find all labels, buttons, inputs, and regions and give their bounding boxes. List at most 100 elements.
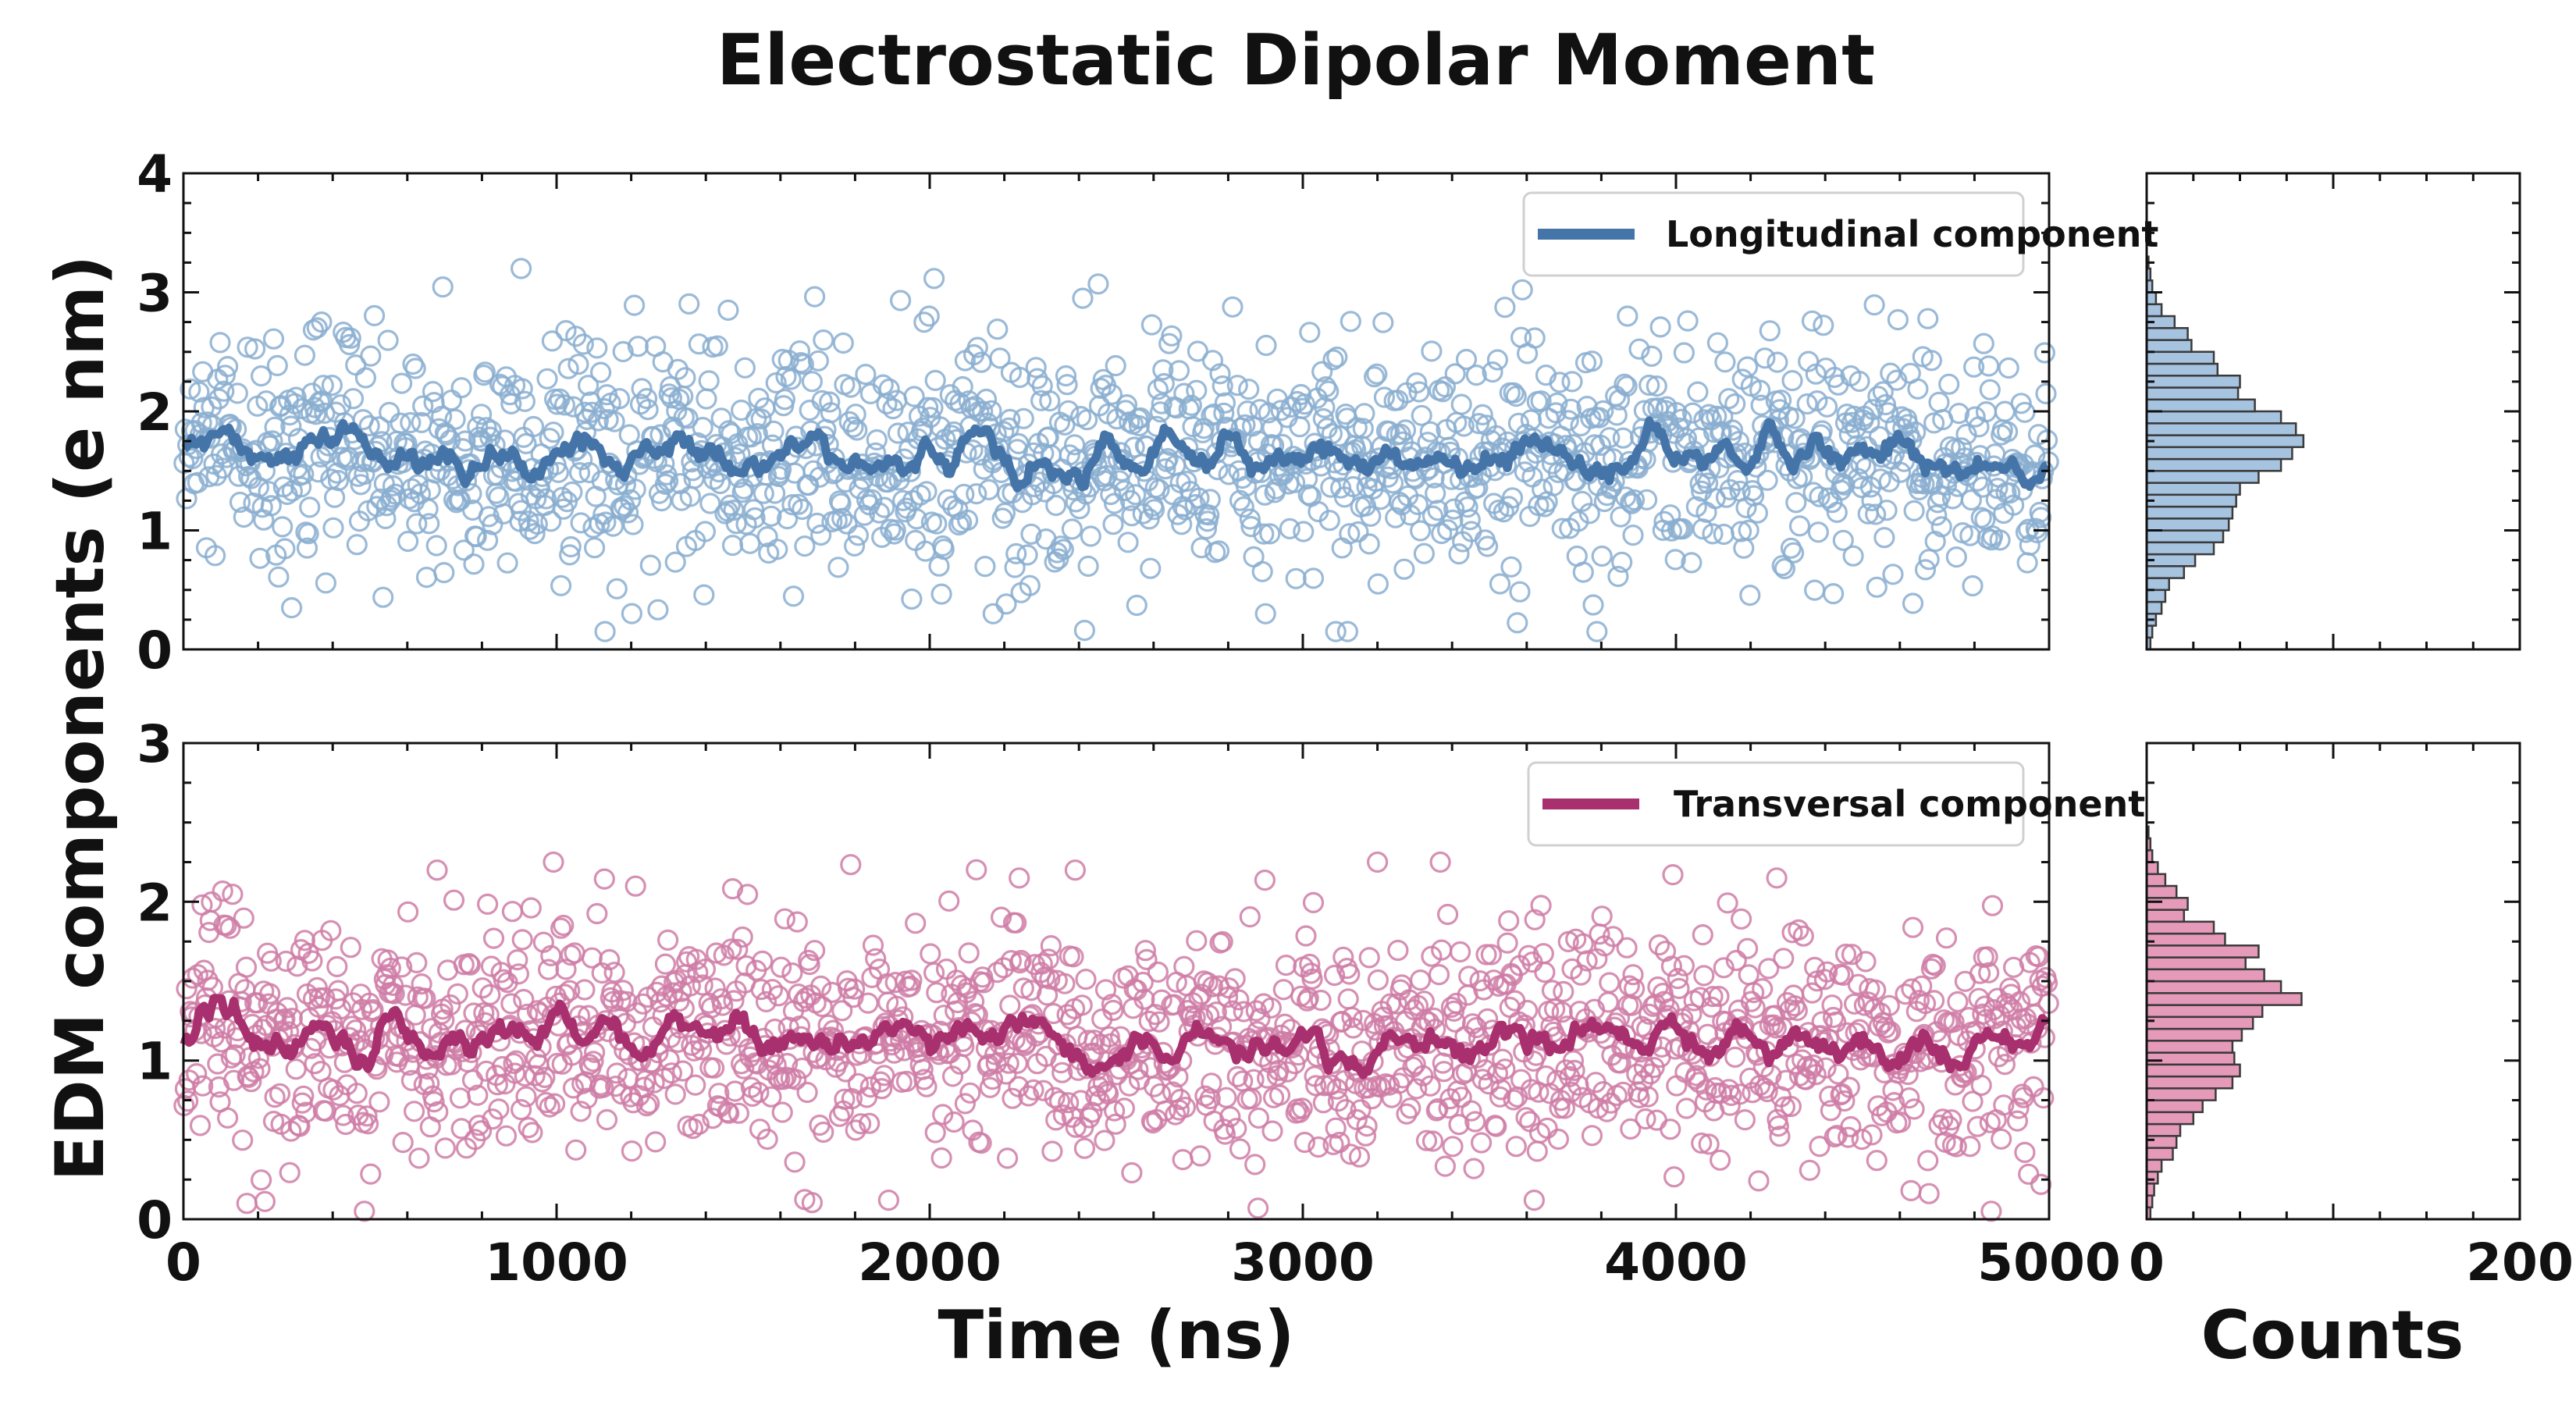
data-point [603, 411, 625, 432]
data-point [792, 498, 813, 521]
data-point [1624, 978, 1646, 1000]
data-point [1429, 851, 1451, 873]
data-point [1882, 564, 1904, 585]
data-point [2030, 1173, 2052, 1196]
data-point [207, 1053, 229, 1075]
data-point [1222, 1000, 1244, 1022]
data-point [1848, 370, 1870, 393]
data-point [1153, 372, 1175, 395]
data-point [930, 583, 952, 605]
histogram-bar [2145, 944, 2260, 959]
data-point [1213, 402, 1235, 424]
data-point [1890, 1111, 1912, 1133]
data-point [1670, 408, 1692, 430]
data-point [193, 959, 215, 981]
data-point [803, 286, 826, 308]
data-point [1476, 1008, 1499, 1030]
data-point [1325, 1117, 1347, 1139]
histogram-bar [2145, 327, 2189, 341]
data-point [1700, 996, 1722, 1018]
data-point [205, 1017, 226, 1040]
data-point [534, 1066, 556, 1089]
data-point [1660, 1119, 1681, 1140]
data-point [495, 1125, 518, 1147]
data-point [788, 493, 809, 515]
data-point [1348, 1146, 1371, 1168]
data-point [496, 552, 518, 574]
data-point [1617, 305, 1638, 327]
data-point [1783, 542, 1805, 564]
data-point [224, 1044, 246, 1066]
data-point [821, 981, 843, 1004]
data-point [1080, 525, 1101, 547]
data-point [1039, 968, 1061, 990]
data-point [592, 1076, 614, 1098]
data-point [973, 972, 994, 994]
data-point [1834, 1090, 1856, 1112]
longitudinal-histogram-panel [2145, 172, 2521, 651]
data-point [1582, 594, 1604, 616]
data-point [475, 417, 497, 439]
figure-title: Electrostatic Dipolar Moment [717, 20, 1875, 101]
data-point [364, 304, 386, 326]
data-point [1622, 964, 1644, 986]
data-point [654, 473, 677, 496]
data-point [836, 513, 858, 535]
data-point [368, 1091, 390, 1113]
data-point [832, 332, 854, 354]
data-point [621, 1140, 643, 1162]
data-point [1809, 486, 1831, 507]
data-point [1963, 356, 1985, 378]
data-point [664, 1083, 686, 1105]
data-point [1186, 379, 1208, 401]
data-point [1765, 1017, 1787, 1039]
data-point [1774, 557, 1795, 580]
data-point [312, 375, 334, 397]
data-point [1463, 1158, 1485, 1179]
data-point [1272, 979, 1294, 1001]
data-point [1176, 470, 1197, 493]
data-point [1695, 1079, 1717, 1101]
data-point [251, 1169, 272, 1191]
data-point [1214, 392, 1236, 414]
data-point [501, 901, 524, 923]
data-point [913, 311, 935, 333]
data-point [1976, 946, 1998, 968]
data-point [692, 974, 713, 996]
data-point [782, 585, 805, 607]
data-point [342, 388, 365, 410]
data-point [606, 1062, 628, 1084]
data-point [998, 417, 1019, 439]
data-point [264, 1086, 286, 1108]
data-point [1098, 1026, 1120, 1048]
data-point [1199, 1087, 1221, 1110]
data-point [1920, 350, 1942, 372]
data-point [1229, 1138, 1251, 1160]
data-point [1347, 521, 1369, 543]
data-point [1602, 926, 1624, 948]
data-point [1826, 501, 1848, 524]
data-point [1045, 494, 1067, 517]
data-point [188, 381, 210, 403]
data-point [377, 329, 399, 351]
data-point [1063, 434, 1086, 456]
data-point [1421, 340, 1443, 362]
data-point [192, 1075, 214, 1097]
data-point [1233, 496, 1254, 518]
data-point [877, 1189, 900, 1211]
data-point [1293, 1131, 1316, 1154]
x-tick-label: 0 [165, 1232, 201, 1293]
data-point [1162, 1081, 1184, 1103]
data-point [351, 998, 373, 1021]
data-point [1664, 549, 1686, 571]
data-point [211, 443, 233, 465]
data-point [1758, 958, 1780, 980]
data-point [1356, 1115, 1378, 1137]
data-point [1132, 971, 1154, 994]
data-point [1094, 979, 1117, 1001]
data-point [1524, 327, 1546, 349]
data-point [1254, 869, 1276, 891]
data-point [550, 574, 572, 596]
data-point [1978, 355, 2000, 377]
data-point [1427, 500, 1449, 521]
